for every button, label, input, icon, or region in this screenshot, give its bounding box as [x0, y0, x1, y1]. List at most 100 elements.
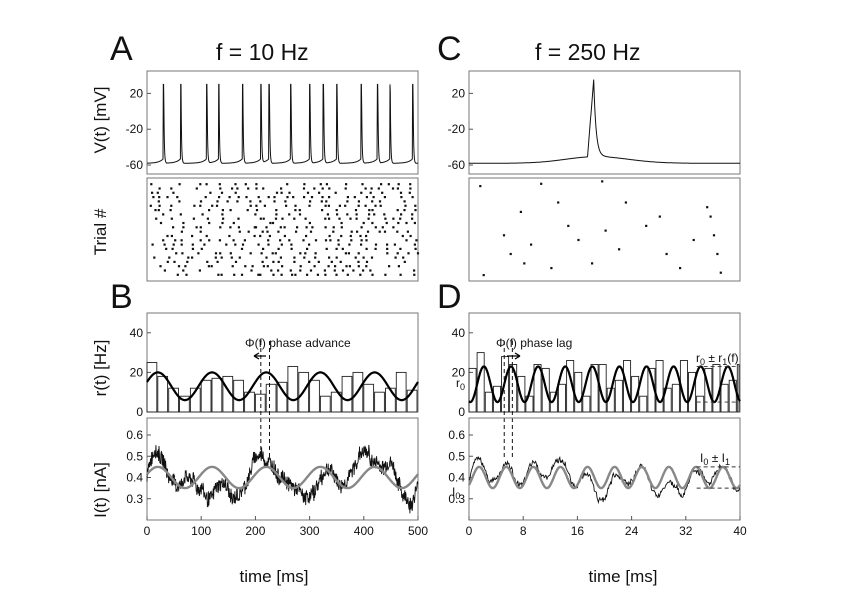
- x-tick-label: 300: [300, 524, 320, 538]
- spike-dot: [415, 239, 418, 242]
- spike-dot: [359, 234, 362, 238]
- spike-dot: [284, 200, 287, 203]
- spike-dot: [303, 183, 306, 186]
- spike-dot: [257, 243, 260, 246]
- spike-dot: [360, 191, 363, 194]
- spike-dot: [228, 196, 231, 199]
- spike-dot: [232, 239, 235, 242]
- spike-dot: [178, 200, 181, 203]
- spike-dot: [328, 196, 331, 199]
- rate-bar: [501, 356, 510, 413]
- spike-dot: [238, 230, 241, 233]
- spike-dot: [218, 196, 221, 199]
- stimulus-sinusoid: [467, 465, 742, 490]
- rate-bar: [254, 393, 266, 413]
- spike-dot: [279, 256, 282, 259]
- spike-dot: [344, 204, 347, 207]
- spike-dot: [324, 217, 327, 220]
- rate-bar: [614, 379, 623, 413]
- spike-dot: [240, 247, 244, 250]
- spike-dot: [179, 213, 182, 216]
- spike-dot: [354, 209, 358, 212]
- spike-dot: [299, 269, 302, 272]
- spike-dot: [353, 196, 356, 199]
- voltage-trace: [469, 79, 740, 164]
- spike-dot: [272, 260, 275, 263]
- y-tick-label: -20: [448, 122, 466, 136]
- spike-dot: [280, 273, 283, 276]
- spike-dot: [170, 204, 173, 207]
- spike-dot: [218, 183, 221, 186]
- spike-dot: [298, 213, 302, 216]
- rate-bar: [233, 379, 244, 413]
- spike-dot: [199, 183, 202, 186]
- spike-dot: [153, 256, 156, 259]
- x-tick-label: 100: [191, 524, 211, 538]
- spike-dot: [408, 191, 411, 194]
- spike-dot: [413, 269, 416, 272]
- spike-dot: [366, 230, 370, 233]
- spike-dot: [335, 209, 338, 212]
- input-current-plot-10hz: 0.6 0.5 0.4 0.3 0 100 200 300 400 500: [126, 417, 428, 538]
- spike-dot: [281, 217, 284, 220]
- spike-dot: [288, 239, 291, 242]
- spike-dot: [394, 256, 397, 259]
- spike-dot: [178, 183, 181, 186]
- spike-dot: [166, 234, 169, 238]
- spike-dot: [292, 196, 295, 199]
- spike-dot: [399, 217, 402, 220]
- spike-dot: [327, 204, 330, 207]
- spike-dot: [249, 252, 252, 255]
- spike-dot: [233, 273, 236, 276]
- phase-lag-arrow: [507, 352, 521, 360]
- spike-dot: [277, 269, 280, 272]
- spike-dot: [340, 234, 343, 238]
- spike-dot: [378, 200, 382, 203]
- spike-dot: [263, 204, 266, 207]
- rate-bar: [688, 371, 697, 413]
- spike-dot: [550, 267, 553, 270]
- voltage-axis-label: V(t) [mV]: [91, 86, 110, 153]
- spike-dot: [254, 226, 258, 229]
- spike-dot: [337, 239, 340, 242]
- rate-bar: [704, 367, 713, 413]
- rate-bar: [533, 364, 542, 413]
- spike-dot: [259, 217, 262, 220]
- x-tick-label: 0: [466, 524, 473, 538]
- spike-dot: [591, 262, 594, 265]
- spike-dot: [291, 273, 294, 276]
- spike-dot: [365, 239, 368, 242]
- spike-dot: [391, 187, 395, 190]
- spike-dot: [298, 209, 301, 212]
- spike-dot: [371, 221, 374, 225]
- spike-dot: [162, 239, 165, 242]
- spike-dot: [290, 243, 293, 246]
- spike-dot: [719, 271, 722, 274]
- spike-dot: [203, 243, 206, 246]
- spike-dot: [246, 209, 249, 212]
- spike-dot: [267, 239, 270, 242]
- rate-bar: [655, 360, 664, 413]
- spike-dot: [346, 200, 349, 203]
- spike-dot: [259, 234, 262, 238]
- spike-dot: [277, 230, 280, 233]
- spike-dot: [414, 204, 417, 207]
- plot-frame: [146, 70, 419, 175]
- spike-dot: [195, 226, 198, 229]
- spike-dot: [340, 226, 343, 229]
- spike-dot: [176, 196, 179, 199]
- spike-dot: [259, 200, 262, 203]
- spike-dot: [185, 273, 188, 276]
- spike-dot: [302, 187, 306, 190]
- rate-bar: [509, 364, 518, 413]
- spike-dot: [262, 247, 265, 250]
- spike-dot: [409, 187, 412, 190]
- spike-dot: [204, 196, 207, 199]
- spike-raster-plot-10hz: [146, 177, 420, 282]
- spike-dot: [413, 273, 416, 276]
- spike-dot: [158, 196, 161, 199]
- spike-dot: [182, 221, 185, 225]
- x-tick-label: 500: [408, 524, 428, 538]
- spike-dot: [386, 252, 389, 255]
- spike-dot: [283, 226, 286, 229]
